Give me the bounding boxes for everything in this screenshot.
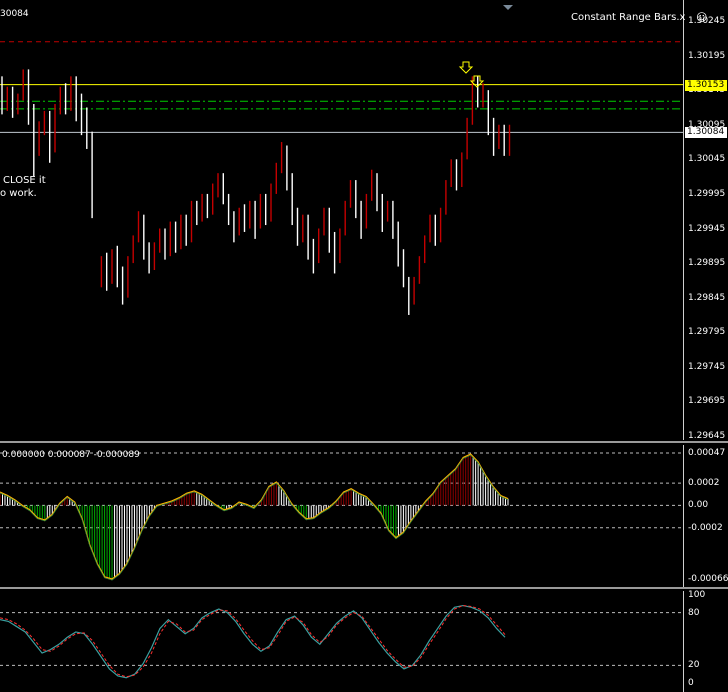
oscillator-axis-line — [683, 445, 684, 587]
price-tick-label: 1.29695 — [688, 396, 726, 407]
price-chart[interactable] — [0, 0, 728, 440]
pane-separator-2[interactable] — [0, 587, 728, 589]
oscillator-values-label: 0.000000 0.000087 -0.000089 — [2, 450, 140, 460]
smiley-icon: ☺ — [696, 11, 708, 24]
price-axis-line — [683, 0, 684, 440]
comment-line-2: o work. — [0, 188, 37, 199]
price-tick-label: 1.30245 — [688, 16, 726, 26]
symbol-label: 30084 — [0, 9, 29, 19]
price-tick-label: 1.30095 — [688, 119, 726, 130]
oscillator-tick-label: -0.0002 — [688, 522, 723, 533]
signal-arrow-icon — [469, 75, 485, 88]
stochastic-signal-line — [0, 605, 506, 678]
price-tick-label: 1.30045 — [688, 154, 726, 165]
oscillator-signal-line — [0, 453, 509, 580]
oscillator-tick-label: 0.00047 — [688, 448, 726, 458]
price-tick-label: 1.29895 — [688, 258, 726, 269]
price-tick-label: 1.29995 — [688, 188, 726, 199]
price-tick-label: 1.29745 — [688, 361, 726, 372]
price-tick-label: 1.29795 — [688, 327, 726, 338]
price-marker-box: 1.30153 — [685, 79, 727, 91]
stochastic-tick-label: 0 — [688, 678, 694, 688]
oscillator-pane[interactable]: 0.00047 0.0002 0.00 -0.0002 -0.00066 — [0, 445, 728, 587]
comment-line-1: CLOSE it — [3, 175, 46, 186]
stochastic-main-line — [0, 604, 506, 679]
main-chart-pane[interactable]: 1.302451.301951.301451.300951.300451.299… — [0, 0, 728, 441]
oscillator-tick-label: -0.00066 — [688, 574, 728, 584]
price-tick-label: 1.30195 — [688, 50, 726, 61]
price-marker-box: 1.30084 — [685, 127, 727, 139]
chart-shift-marker-icon[interactable] — [503, 5, 513, 10]
oscillator-tick-label: 0.00 — [688, 500, 709, 511]
oscillator-main-line — [0, 454, 509, 581]
signal-arrow-icon — [458, 61, 474, 74]
price-tick-label: 1.29945 — [688, 223, 726, 234]
pane-separator-1[interactable] — [0, 441, 728, 443]
stochastic-pane[interactable]: 100 80 20 0 — [0, 590, 728, 692]
oscillator-chart[interactable] — [0, 445, 728, 587]
price-tick-label: 1.29645 — [688, 431, 726, 441]
stochastic-tick-label: 20 — [688, 660, 700, 671]
price-tick-label: 1.29845 — [688, 292, 726, 303]
indicator-name-label: Constant Range Bars.x — [571, 12, 686, 23]
stochastic-tick-label: 80 — [688, 607, 700, 618]
stochastic-tick-label: 100 — [688, 590, 706, 600]
stochastic-chart[interactable] — [0, 591, 728, 692]
stochastic-axis-line — [683, 591, 684, 692]
oscillator-tick-label: 0.0002 — [688, 478, 720, 489]
